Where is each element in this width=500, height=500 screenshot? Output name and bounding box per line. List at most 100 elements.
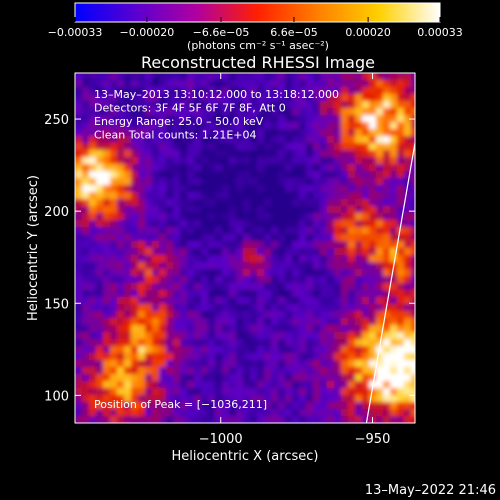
heatmap-cell <box>292 234 300 242</box>
heatmap-cell <box>341 416 349 423</box>
heatmap-cell <box>103 367 111 375</box>
heatmap-cell <box>180 227 188 235</box>
heatmap-cell <box>103 227 111 235</box>
heatmap-cell <box>278 234 286 242</box>
heatmap-cell <box>152 276 160 284</box>
heatmap-cell <box>166 283 174 291</box>
heatmap-cell <box>327 304 335 312</box>
heatmap-cell <box>110 290 118 298</box>
heatmap-cell <box>418 185 426 193</box>
heatmap-cell <box>187 290 195 298</box>
heatmap-cell <box>271 374 279 382</box>
heatmap-cell <box>82 185 90 193</box>
heatmap-cell <box>299 339 307 347</box>
heatmap-cell <box>327 234 335 242</box>
heatmap-cell <box>166 192 174 200</box>
heatmap-cell <box>110 360 118 368</box>
heatmap-cell <box>264 178 272 186</box>
heatmap-cell <box>89 234 97 242</box>
heatmap-cell <box>236 73 244 81</box>
heatmap-cell <box>208 213 216 221</box>
heatmap-cell <box>299 262 307 270</box>
heatmap-cell <box>173 234 181 242</box>
heatmap-cell <box>383 304 391 312</box>
heatmap-cell <box>404 129 412 137</box>
heatmap-cell <box>341 87 349 95</box>
heatmap-cell <box>194 122 202 130</box>
heatmap-cell <box>82 150 90 158</box>
heatmap-cell <box>264 283 272 291</box>
heatmap-cell <box>348 402 356 410</box>
heatmap-cell <box>257 276 265 284</box>
heatmap-cell <box>201 269 209 277</box>
heatmap-cell <box>404 423 412 431</box>
heatmap-cell <box>75 241 83 249</box>
heatmap-cell <box>187 199 195 207</box>
heatmap-cell <box>152 402 160 410</box>
heatmap-cell <box>159 80 167 88</box>
heatmap-cell <box>208 80 216 88</box>
heatmap-cell <box>124 122 132 130</box>
x-axis-ticks: −1000−950−900 <box>199 73 390 447</box>
heatmap-cell <box>152 115 160 123</box>
heatmap-cell <box>369 402 377 410</box>
heatmap-cell <box>215 423 223 431</box>
heatmap-cell <box>96 395 104 403</box>
heatmap-cell <box>369 101 377 109</box>
heatmap-cell <box>173 87 181 95</box>
heatmap-cell <box>82 255 90 263</box>
heatmap-cell <box>327 73 335 81</box>
heatmap-cell <box>229 304 237 312</box>
heatmap-cell <box>173 143 181 151</box>
heatmap-cell <box>82 276 90 284</box>
heatmap-cell <box>355 311 363 319</box>
heatmap-cell <box>362 318 370 326</box>
heatmap-cell <box>187 206 195 214</box>
heatmap-cell <box>138 213 146 221</box>
heatmap-cell <box>229 262 237 270</box>
heatmap-cell <box>173 409 181 417</box>
heatmap-cell <box>201 409 209 417</box>
heatmap-cell <box>159 178 167 186</box>
heatmap-cell <box>159 150 167 158</box>
heatmap-cell <box>299 213 307 221</box>
heatmap-cell <box>334 227 342 235</box>
heatmap-cell <box>173 395 181 403</box>
heatmap-cell <box>89 241 97 249</box>
heatmap-cell <box>327 311 335 319</box>
heatmap-cell <box>327 143 335 151</box>
heatmap-cell <box>201 353 209 361</box>
heatmap-cell <box>152 416 160 423</box>
heatmap-cell <box>180 234 188 242</box>
heatmap-cell <box>418 213 426 221</box>
heatmap-cell <box>369 80 377 88</box>
heatmap-cell <box>180 87 188 95</box>
heatmap-cell <box>138 178 146 186</box>
heatmap-cell <box>355 269 363 277</box>
heatmap-cell <box>327 297 335 305</box>
heatmap-cell <box>222 423 230 431</box>
heatmap-cell <box>320 150 328 158</box>
heatmap-cell <box>89 402 97 410</box>
heatmap-cell <box>215 227 223 235</box>
heatmap-cell <box>173 346 181 354</box>
heatmap-cell <box>110 353 118 361</box>
heatmap-cell <box>208 374 216 382</box>
heatmap-cell <box>411 248 415 256</box>
heatmap-cell <box>250 423 258 431</box>
heatmap-cell <box>369 297 377 305</box>
heatmap-cell <box>348 94 356 102</box>
heatmap-cell <box>320 199 328 207</box>
heatmap-cell <box>117 136 125 144</box>
heatmap-cell <box>313 227 321 235</box>
heatmap-cell <box>145 311 153 319</box>
heatmap-cell <box>278 73 286 81</box>
heatmap-cell <box>173 248 181 256</box>
heatmap-cell <box>369 290 377 298</box>
heatmap-cell <box>138 388 146 396</box>
heatmap-cell <box>320 269 328 277</box>
heatmap-cell <box>194 108 202 116</box>
heatmap-cell <box>278 367 286 375</box>
heatmap-cell <box>201 101 209 109</box>
heatmap-cell <box>348 353 356 361</box>
